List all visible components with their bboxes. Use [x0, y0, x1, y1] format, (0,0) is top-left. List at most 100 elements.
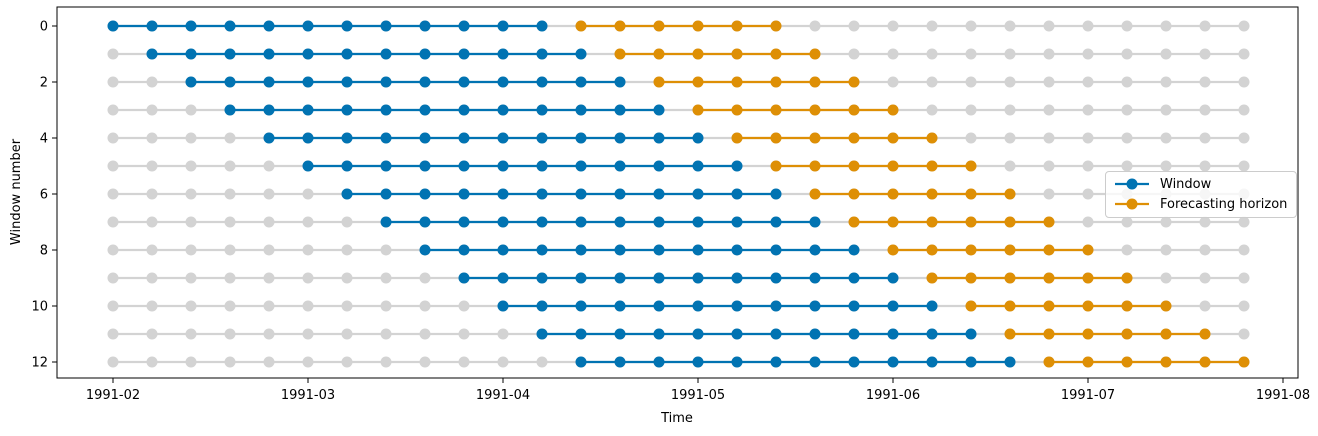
data-point [614, 104, 626, 116]
data-point [575, 244, 587, 256]
window-row-5-train [302, 160, 743, 172]
data-point [653, 272, 665, 284]
data-point [614, 328, 626, 340]
data-point [731, 244, 743, 256]
data-point [263, 188, 275, 200]
x-tick-label: 1991-04 [476, 388, 530, 403]
window-row-3-train [224, 104, 665, 116]
data-point [1043, 216, 1055, 228]
data-point [731, 328, 743, 340]
data-point [146, 20, 158, 32]
data-point [1121, 20, 1133, 32]
data-point [380, 300, 392, 312]
data-point [458, 104, 470, 116]
data-point [809, 216, 821, 228]
data-point [887, 188, 899, 200]
data-point [1121, 132, 1133, 144]
data-point [146, 48, 158, 60]
data-point [653, 300, 665, 312]
data-point [809, 104, 821, 116]
data-point [146, 216, 158, 228]
data-point [185, 216, 197, 228]
data-point [653, 188, 665, 200]
data-point [263, 356, 275, 368]
y-tick-label: 8 [40, 244, 48, 259]
data-point [263, 244, 275, 256]
data-point [497, 20, 509, 32]
window-row-11-fh [1004, 328, 1211, 340]
data-point [965, 216, 977, 228]
data-point [653, 48, 665, 60]
data-point [1004, 160, 1016, 172]
data-point [1199, 48, 1211, 60]
data-point [107, 356, 119, 368]
data-point [809, 132, 821, 144]
data-point [224, 188, 236, 200]
data-point [1004, 356, 1016, 368]
data-point [497, 132, 509, 144]
data-point [1043, 244, 1055, 256]
data-point [1238, 160, 1250, 172]
data-point [653, 104, 665, 116]
data-point [653, 356, 665, 368]
data-point [614, 76, 626, 88]
window-row-1-train [146, 48, 587, 60]
data-point [458, 132, 470, 144]
y-axis-title: Window number [9, 138, 24, 245]
data-point [1199, 160, 1211, 172]
window-row-12-fh [1043, 356, 1250, 368]
data-point [1238, 216, 1250, 228]
data-point [302, 104, 314, 116]
data-point [380, 272, 392, 284]
data-point [1238, 328, 1250, 340]
data-point [497, 328, 509, 340]
data-point [809, 356, 821, 368]
data-point [107, 132, 119, 144]
data-point [341, 48, 353, 60]
data-point [380, 76, 392, 88]
data-point [107, 328, 119, 340]
data-point [1199, 104, 1211, 116]
data-point [614, 272, 626, 284]
data-point [1082, 20, 1094, 32]
data-point [887, 132, 899, 144]
data-point [965, 104, 977, 116]
y-tick-label: 4 [40, 132, 48, 147]
data-point [809, 76, 821, 88]
data-point [809, 160, 821, 172]
data-point [1238, 104, 1250, 116]
data-point [575, 300, 587, 312]
data-point [848, 244, 860, 256]
data-point [614, 160, 626, 172]
data-point [419, 160, 431, 172]
data-point [536, 76, 548, 88]
data-point [458, 356, 470, 368]
data-point [965, 76, 977, 88]
data-point [380, 48, 392, 60]
data-point [380, 328, 392, 340]
x-tick-label: 1991-07 [1061, 388, 1115, 403]
data-point [692, 48, 704, 60]
data-point [614, 48, 626, 60]
data-point [614, 132, 626, 144]
window-row-3-fh [692, 104, 899, 116]
data-point [1238, 48, 1250, 60]
data-point [536, 272, 548, 284]
data-point [653, 76, 665, 88]
data-point [146, 188, 158, 200]
data-point [1043, 188, 1055, 200]
data-point [848, 216, 860, 228]
window-row-10-fh [965, 300, 1172, 312]
data-point [224, 300, 236, 312]
data-point [1043, 132, 1055, 144]
data-point [692, 104, 704, 116]
data-point [1160, 20, 1172, 32]
data-point [809, 188, 821, 200]
data-point [887, 104, 899, 116]
data-point [185, 160, 197, 172]
x-tick-label: 1991-02 [86, 388, 140, 403]
data-point [692, 244, 704, 256]
data-point [614, 356, 626, 368]
data-point [1160, 104, 1172, 116]
data-point [1004, 300, 1016, 312]
